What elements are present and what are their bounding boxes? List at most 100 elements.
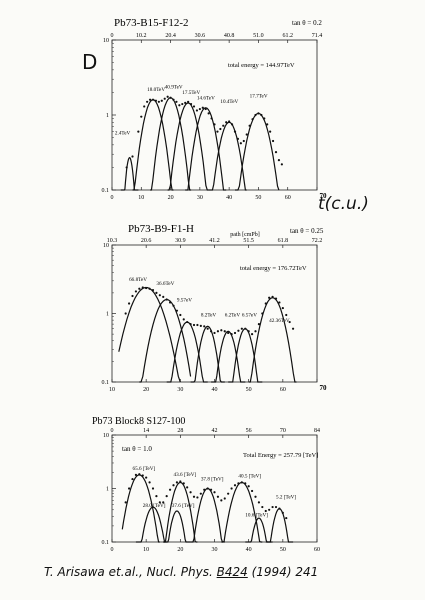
chart2-top-tick-label: 20.6 [141, 238, 152, 244]
chart2-x-tick-label: 30 [177, 387, 183, 393]
chart2-data-point [124, 312, 127, 315]
chart3-data-point [216, 495, 220, 498]
chart1-peak-label: 10.4TeV [220, 99, 238, 105]
chart2-data-point [131, 294, 134, 298]
chart2-data-point [230, 333, 233, 336]
chart2-data-point [145, 286, 148, 290]
chart2-data-point [288, 320, 291, 324]
chart2-data-point [264, 302, 267, 305]
chart1-cascade-curve [167, 102, 209, 191]
chart2-y-tick-label: 10 [103, 243, 109, 249]
chart3-data-point [237, 482, 240, 485]
chart3-top-tick-label: 70 [280, 428, 286, 434]
chart3-data-point [206, 487, 209, 490]
chart2-cascade-curve [166, 321, 208, 383]
chart2-data-point [134, 290, 138, 293]
chart3-data-point [223, 497, 226, 500]
chart3-data-point [220, 499, 223, 502]
chart3-cascade-curve [163, 481, 198, 543]
chart1-data-point [266, 123, 269, 126]
chart3-top-tick-label: 0 [111, 428, 114, 434]
chart2-cascade-curve [190, 325, 225, 383]
chart2-data-point [281, 306, 284, 310]
chart3-peak-label: 5.2 [TeV] [276, 495, 296, 501]
chart2-data-point [244, 327, 247, 330]
chart1-x-tick-label: 0 [111, 195, 114, 201]
chart1-data-point [151, 98, 155, 101]
chart1-data-point [160, 99, 163, 102]
chart3-top-tick-label: 42 [212, 428, 218, 434]
chart3-peak-label: 40.5 [TeV] [238, 474, 261, 480]
citation: T. Arisawa et.al., Nucl. Phys. B424 (199… [44, 565, 318, 579]
chart1-data-point [163, 97, 166, 100]
chart2-data-point [203, 325, 206, 328]
chart2-data-point [162, 295, 165, 298]
chart2-data-point [285, 313, 288, 317]
chart1-data-point [233, 130, 237, 133]
chart2-data-point [199, 324, 202, 327]
chart1-cascade-curve [235, 112, 280, 191]
chart2-data-point [240, 327, 243, 330]
chart1-data-point [192, 105, 196, 108]
chart3-data-point [261, 505, 264, 509]
chart2-peak-label: 6.2TeV [225, 313, 241, 319]
chart1-data-point [146, 100, 149, 103]
chart1-peak-label: 17.5TeV [182, 90, 200, 96]
chart1-cascade-curve [120, 156, 139, 191]
chart1-data-point [274, 151, 278, 154]
chart2-data-point [168, 301, 172, 304]
chart2-total-energy: total energy = 176.72TeV [240, 265, 307, 272]
chart1-y-tick-label: 10 [103, 38, 109, 44]
chart2-data-point [250, 333, 254, 336]
chart1-data-point [213, 123, 216, 126]
chart1-peak-label: 40.9TeV [165, 85, 183, 91]
chart1-tan-label: tan θ = 0.2 [292, 19, 322, 27]
chart2-x-tick-label: 10 [109, 387, 115, 393]
chart1-x-tick-label: 40 [226, 195, 232, 201]
chart3-data-point [203, 488, 206, 491]
chart1-top-tick-label: 20.4 [165, 33, 176, 39]
chart1-cascade-curve [185, 107, 227, 191]
chart3-data-point [254, 495, 257, 498]
chart3-data-point [230, 487, 233, 490]
chart2-x-tick-label: 50 [246, 387, 252, 393]
chart3-cascade-curve [121, 474, 160, 543]
chart2-data-point [216, 330, 220, 333]
chart1-data-point [236, 137, 240, 141]
chart1-data-point [260, 113, 263, 117]
chart3-data-point [175, 481, 179, 484]
citation-journal: Nucl. Phys. [146, 565, 213, 579]
chart1-data-point [166, 95, 169, 98]
chart2-data-point [127, 302, 131, 305]
chart2-top-axis-label: path [cmPb] [230, 232, 260, 238]
chart2-top-tick-label: 61.8 [278, 238, 289, 244]
chart3-data-point [271, 505, 274, 509]
chart3-peak-label: 65.6 [TeV] [133, 466, 156, 472]
chart3-data-point [158, 501, 161, 504]
chart1-top-tick-label: 30.6 [195, 33, 206, 39]
chart2-data-point [148, 287, 151, 290]
chart2-x-tick-label: 60 [280, 387, 286, 393]
chart1-data-point [143, 105, 146, 108]
chart3-data-point [127, 487, 131, 490]
chart3-x-tick-label: 40 [246, 547, 252, 553]
chart1-top-tick-label: 40.8 [224, 33, 235, 39]
chart3-data-point [244, 482, 247, 485]
chart3-data-point [281, 511, 284, 514]
chart1-data-point [178, 104, 181, 107]
chart1-top-tick-label: 10.2 [136, 33, 147, 39]
chart2-x-last-label: 70 [320, 384, 328, 392]
chart2-data-point [182, 318, 185, 321]
panel-letter: D [82, 50, 98, 74]
chart2-data-point [196, 323, 199, 327]
chart3-data-point [134, 473, 138, 476]
chart3-data-point [124, 501, 127, 504]
citation-volume: B424 [216, 565, 248, 579]
chart2-data-point [186, 320, 189, 324]
chart3-peak-label: 43.6 [TeV] [174, 472, 197, 478]
chart3-top-tick-label: 84 [314, 428, 320, 434]
chart1-top-tick-label: 71.4 [312, 33, 323, 39]
chart3-data-point [274, 505, 278, 509]
chart3-data-point [257, 501, 261, 504]
